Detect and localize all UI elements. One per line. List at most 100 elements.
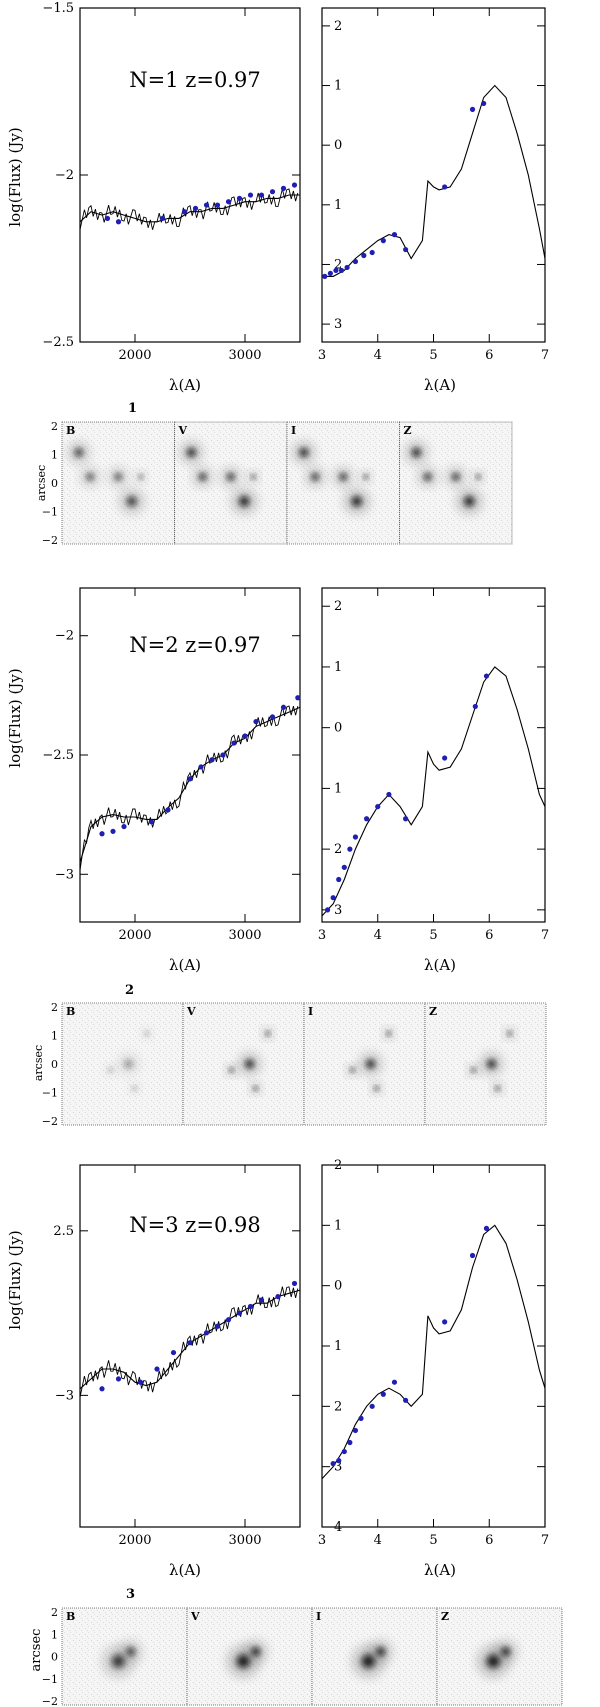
band-label-z: Z	[429, 1005, 437, 1018]
x-tick-label: 3000	[228, 928, 261, 943]
photometry-point	[104, 215, 111, 222]
photometry-point	[203, 202, 210, 208]
y-tick-label: 2	[334, 19, 342, 34]
panel-2-right: 3 4 5 6 7 3 2 1 0 1 2	[318, 587, 549, 943]
y-tick-label: −2	[55, 168, 74, 183]
x-tick-label: 3000	[228, 1533, 261, 1548]
plot-frame	[79, 1164, 301, 1528]
galaxy-core	[495, 1086, 500, 1091]
photometry-point	[231, 740, 237, 746]
galaxy-core	[253, 1086, 258, 1091]
photometry-point	[344, 264, 350, 271]
photometry-point	[225, 199, 232, 205]
photometry-point	[242, 733, 248, 739]
panel-1-right-xlabel: λ(A)	[424, 376, 456, 394]
y-tick-label: 4	[334, 1520, 342, 1535]
y-tick-label: 1	[334, 1339, 342, 1354]
strip-y-tick-label: −1	[42, 1087, 58, 1100]
galaxy-core	[245, 1059, 254, 1069]
photometry-point	[333, 267, 339, 274]
galaxy-core	[350, 1068, 355, 1073]
y-tick-label: 2.5	[53, 1224, 74, 1239]
photometry-point	[154, 1366, 160, 1372]
x-tick-label: 5	[429, 928, 437, 943]
galaxy-core	[251, 474, 256, 479]
photometry-point	[324, 907, 331, 913]
photometry-point	[159, 215, 166, 222]
y-tick-label: 1	[334, 79, 342, 94]
strip-3-images: B V I Z 2 1 0 −1 −2	[42, 1606, 563, 1707]
x-tick-label: 3000	[228, 348, 261, 363]
photometry-point	[247, 1303, 254, 1310]
photometry-point	[137, 1379, 144, 1385]
strip-1-title: 1	[128, 401, 137, 416]
galaxy-core	[86, 473, 94, 481]
strip-y-tick-label: 2	[51, 1001, 58, 1014]
strip-y-tick-label: −2	[42, 1115, 58, 1128]
photometry-point	[358, 1415, 364, 1421]
photometry-point	[341, 864, 347, 870]
x-tick-label: 5	[429, 1533, 437, 1548]
photometry-point	[341, 1448, 347, 1455]
x-tick-label: 3	[318, 348, 326, 363]
photometry-point	[442, 1319, 448, 1325]
strip-y-tick-label: −2	[42, 1695, 58, 1707]
strip-y-tick-label: −1	[42, 506, 58, 519]
photometry-point	[258, 192, 265, 198]
image-strip-2: 2 arcsec B V I Z 2 1 0 −1 −2	[32, 983, 547, 1128]
galaxy-core	[464, 496, 475, 507]
photometry-point	[225, 1317, 232, 1323]
x-tick-label: 4	[374, 928, 382, 943]
y-tick-label: −2.5	[42, 335, 74, 350]
galaxy-core	[199, 473, 207, 481]
y-tick-label: 1	[334, 660, 342, 675]
photometry-point	[220, 752, 226, 758]
photometry-point	[391, 232, 398, 238]
galaxy-core	[126, 496, 137, 507]
plot-frame	[321, 587, 546, 923]
x-tick-label: 6	[485, 1533, 493, 1548]
photometry-point	[269, 714, 276, 720]
x-tick-label: 7	[541, 348, 549, 363]
photometry-point	[99, 1386, 105, 1392]
x-tick-label: 6	[485, 348, 493, 363]
y-tick-label: 1	[334, 198, 342, 213]
photometry-point	[347, 846, 353, 852]
photometry-point	[291, 182, 298, 188]
galaxy-core	[299, 448, 309, 457]
y-tick-label: −3	[55, 867, 74, 882]
x-tick-label: 5	[429, 348, 437, 363]
galaxy-core	[144, 1031, 149, 1036]
photometry-point	[269, 189, 276, 195]
galaxy-core	[265, 1031, 270, 1036]
model-spectrum-line	[321, 666, 546, 917]
strip-y-tick-label: −1	[42, 1673, 58, 1686]
photometry-point	[361, 252, 367, 259]
photometry-point	[364, 816, 370, 822]
photometry-point	[280, 185, 287, 191]
strip-2-ylabel: arcsec	[32, 1045, 45, 1081]
plot-frame	[321, 7, 546, 343]
x-tick-label: 3	[318, 928, 326, 943]
photometry-point	[258, 1297, 265, 1303]
photometry-point	[187, 1340, 193, 1346]
photometry-point	[352, 258, 359, 265]
photometry-point	[403, 1397, 409, 1403]
x-tick-label: 7	[541, 1533, 549, 1548]
x-tick-label: 2000	[118, 348, 151, 363]
galaxy-core	[386, 1031, 391, 1036]
strip-1-images: B V I Z 2 1 0 −1 −2	[42, 420, 513, 547]
sed-group-2: log(Flux) (Jy) N=2 z=0.97 λ(A) λ(A) 2000…	[6, 587, 549, 974]
panel-1-left-xlabel: λ(A)	[169, 376, 201, 394]
band-label-b: B	[66, 1005, 75, 1018]
photometry-point	[192, 205, 199, 211]
photometry-point	[236, 195, 243, 201]
y-tick-label: 2	[334, 257, 342, 272]
band-label-i: I	[308, 1005, 313, 1018]
photometry-point	[369, 249, 375, 256]
panel-3-right-xlabel: λ(A)	[424, 1561, 456, 1579]
photometry-point	[347, 1439, 353, 1446]
band-label-z: Z	[404, 424, 412, 437]
photometry-point	[214, 202, 221, 208]
band-label-b: B	[66, 424, 75, 437]
